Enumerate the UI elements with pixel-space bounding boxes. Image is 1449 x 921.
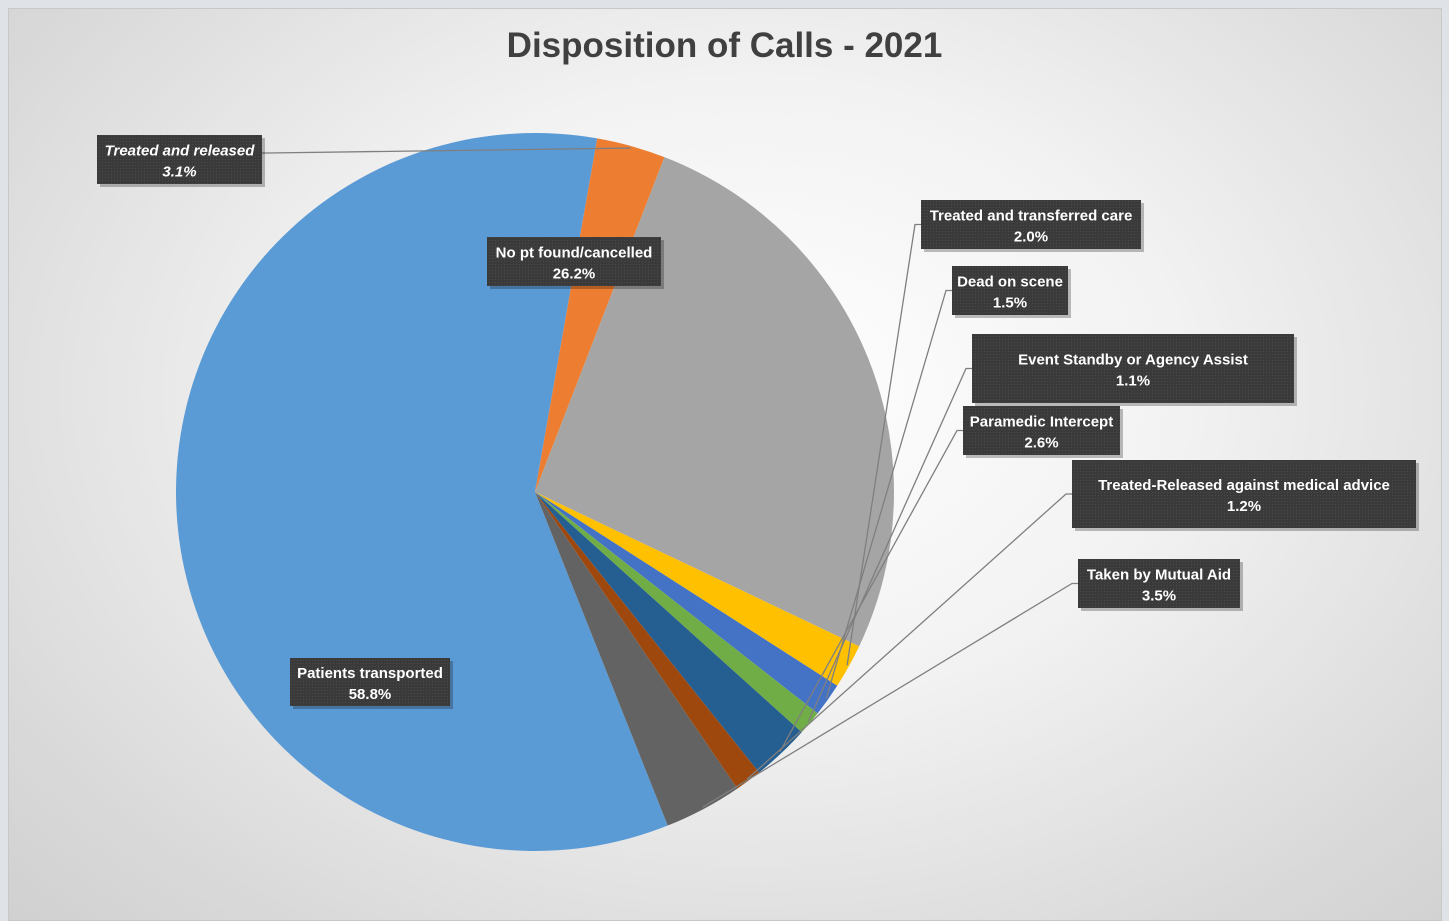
data-label-name: Paramedic Intercept	[970, 414, 1113, 431]
data-label-name: Treated and released	[105, 143, 256, 160]
leader-line-treated-released-against-medical-advice	[746, 493, 1072, 780]
data-label-value: 2.0%	[1014, 229, 1048, 246]
pie-slice-paramedic-intercept	[535, 492, 802, 773]
data-label-value: 2.6%	[1024, 435, 1058, 452]
leader-line-treated-and-transferred-care	[846, 223, 921, 666]
pie-slice-taken-by-mutual-aid	[535, 492, 738, 826]
data-label-name: Treated and transferred care	[930, 208, 1133, 225]
leader-line-dead-on-scene	[825, 289, 952, 699]
data-label-treated-and-transferred-care: Treated and transferred care 2.0%	[921, 200, 1144, 252]
data-label-taken-by-mutual-aid: Taken by Mutual Aid 3.5%	[1078, 559, 1243, 611]
leader-line-taken-by-mutual-aid	[702, 582, 1078, 808]
data-label-value: 1.5%	[993, 295, 1027, 312]
pie-slice-dead-on-scene	[535, 492, 838, 714]
data-label-no-pt-found-cancelled: No pt found/cancelled 26.2%	[487, 237, 664, 289]
data-label-value: 58.8%	[349, 686, 392, 703]
data-label-name: Event Standby or Agency Assist	[1018, 352, 1248, 369]
data-label-value: 1.2%	[1227, 498, 1261, 515]
data-label-treated-released-against-medical-advice: Treated-Released against medical advice 1…	[1072, 460, 1419, 531]
data-label-event-standby-or-agency-assist: Event Standby or Agency Assist 1.1%	[972, 334, 1297, 406]
chart-title: Disposition of Calls - 2021	[506, 26, 943, 65]
data-label-value: 3.5%	[1142, 588, 1176, 605]
data-label-patients-transported: Patients transported 58.8%	[290, 658, 453, 709]
pie-slice-treated-and-released	[535, 138, 665, 492]
data-label-dead-on-scene: Dead on scene 1.5%	[952, 266, 1071, 318]
data-label-value: 3.1%	[162, 164, 196, 181]
data-label-name: Treated-Released against medical advice	[1098, 477, 1390, 494]
data-label-name: Patients transported	[297, 665, 443, 682]
pie-slice-treated-released-against-medical-advice	[535, 492, 760, 789]
data-label-value: 26.2%	[553, 266, 596, 283]
data-label-name: No pt found/cancelled	[496, 245, 653, 262]
leader-line-treated-and-released	[262, 147, 631, 154]
data-label-treated-and-released: Treated and released 3.1%	[97, 135, 265, 187]
pie-slice-event-standby-or-agency-assist	[535, 492, 818, 733]
data-label-paramedic-intercept: Paramedic Intercept 2.6%	[963, 406, 1123, 458]
leader-line-paramedic-intercept	[779, 429, 963, 753]
data-label-name: Taken by Mutual Aid	[1087, 567, 1231, 584]
data-label-value: 1.1%	[1116, 373, 1150, 390]
pie-slice-treated-and-transferred-care	[535, 492, 860, 686]
data-label-name: Dead on scene	[957, 274, 1063, 291]
